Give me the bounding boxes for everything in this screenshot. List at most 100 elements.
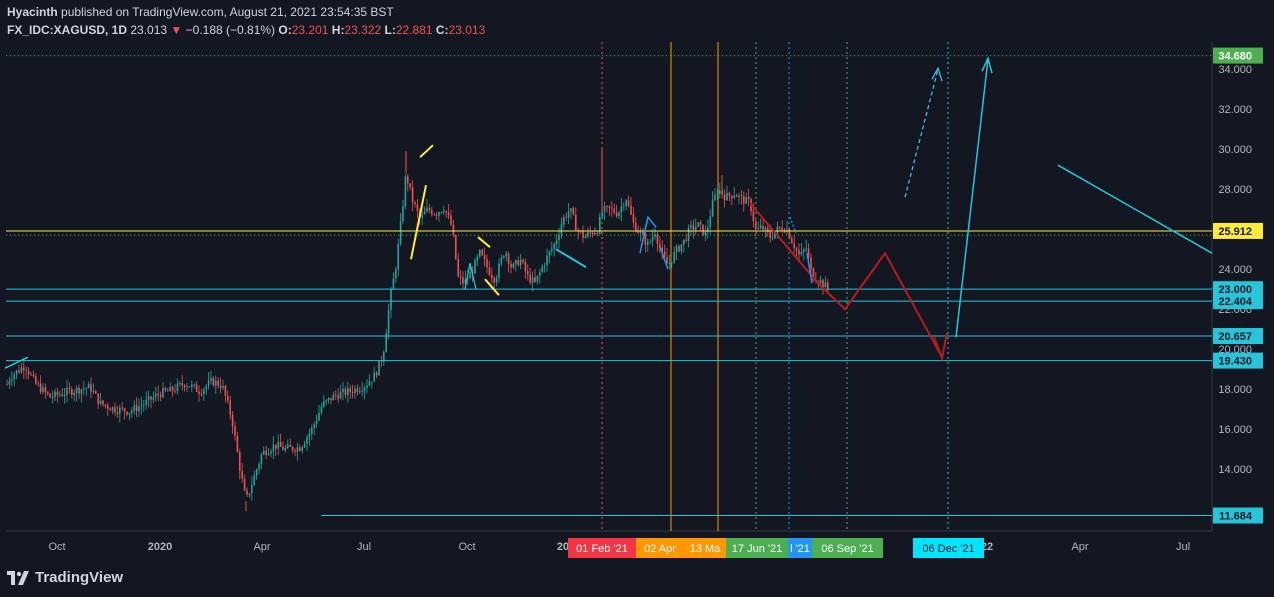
candle-body: [224, 385, 227, 396]
candle-body: [337, 394, 339, 399]
candle-body: [275, 444, 277, 449]
candle-body: [260, 454, 263, 464]
date-label-text: 06 Sep '21: [821, 543, 873, 555]
candle-body: [356, 388, 359, 392]
candle-body: [690, 225, 692, 228]
candle-body: [373, 372, 375, 382]
candle-body: [169, 386, 171, 392]
candle-body: [380, 360, 383, 362]
candle-body: [618, 212, 620, 217]
candle-body: [176, 383, 179, 391]
candle-body: [32, 374, 35, 376]
x-tick-label: Apr: [253, 541, 270, 553]
candle-body: [647, 241, 649, 245]
date-label-text: 13 Ma: [690, 543, 721, 555]
candle-body: [474, 260, 476, 274]
candle-body: [692, 225, 695, 230]
candle-body: [15, 370, 18, 375]
candle-body: [623, 206, 625, 207]
candle-body: [671, 262, 673, 264]
candle-body: [479, 249, 481, 257]
blue-mark-2: [659, 246, 669, 270]
candle-body: [611, 207, 613, 209]
candle-body: [138, 406, 140, 412]
candle-body: [762, 225, 764, 230]
candle-body: [675, 246, 678, 252]
candle-body: [735, 195, 738, 197]
candle-body: [627, 200, 630, 206]
candle-body: [51, 397, 54, 398]
candle-body: [683, 239, 685, 245]
candle-body: [308, 433, 311, 438]
candle-body: [507, 253, 510, 264]
candle-body: [215, 380, 217, 386]
candle-body: [392, 278, 395, 290]
cyan-descending-line: [1057, 164, 1213, 254]
date-label-box: [726, 538, 788, 558]
price-label-box: [1213, 222, 1263, 239]
candle-body: [339, 391, 342, 399]
price-label-text: 20.657: [1218, 331, 1252, 343]
price-label-text: 11.684: [1219, 511, 1253, 523]
candle-body: [291, 446, 294, 451]
candle-body: [195, 384, 198, 392]
candle-body: [303, 443, 306, 448]
candle-body: [464, 278, 467, 284]
candle-body: [399, 221, 402, 244]
candle-body: [731, 195, 733, 198]
candle-body: [344, 388, 347, 395]
candle-body: [135, 405, 138, 412]
candle-body: [699, 222, 702, 225]
candle-body: [539, 271, 541, 276]
candle-body: [582, 230, 584, 238]
candle-body: [383, 352, 385, 362]
candle-body: [167, 390, 169, 392]
candle-body: [123, 408, 126, 412]
yellow-mark-3: [477, 236, 491, 248]
candle-body: [49, 393, 51, 398]
candle-body: [639, 231, 642, 233]
candle-body: [668, 263, 671, 264]
candle-body: [563, 216, 565, 225]
candle-body: [42, 387, 44, 393]
cyan-up-arrow: [955, 59, 989, 338]
candle-body: [433, 214, 435, 216]
candle-body: [289, 444, 291, 447]
candle-body: [695, 226, 697, 230]
candle-body: [589, 232, 591, 234]
candle-body: [90, 383, 92, 392]
candle-body: [131, 410, 133, 413]
candle-body: [126, 411, 128, 415]
candle-body: [217, 380, 219, 386]
candle-body: [332, 394, 335, 401]
candle-body: [234, 426, 236, 436]
published-text: published on TradingView.com, August 21,…: [61, 5, 394, 19]
candle-body: [320, 406, 323, 413]
cyan-mark-1: [555, 248, 587, 269]
candle-body: [591, 232, 594, 235]
blue-mark-3: [806, 253, 813, 284]
candle-body: [644, 234, 647, 245]
candle-body: [409, 183, 411, 188]
candle-body: [536, 275, 539, 282]
candle-body: [654, 234, 656, 237]
candle-body: [527, 271, 529, 275]
candle-body: [152, 397, 155, 400]
candle-body: [685, 239, 687, 241]
candle-body: [455, 235, 457, 260]
candle-body: [323, 401, 325, 407]
candle-body: [68, 387, 71, 390]
candle-body: [150, 396, 152, 400]
candle-body: [203, 389, 205, 395]
date-label-text: 02 Apr: [644, 543, 676, 555]
candle-body: [572, 208, 575, 215]
candle-body: [781, 227, 783, 232]
candle-body: [205, 386, 207, 390]
candle-body: [467, 278, 469, 280]
candle-body: [361, 390, 363, 392]
candle-body: [330, 397, 332, 401]
candle-body: [457, 259, 459, 277]
tradingview-logo[interactable]: TradingView: [7, 569, 123, 586]
candle-body: [803, 249, 805, 252]
